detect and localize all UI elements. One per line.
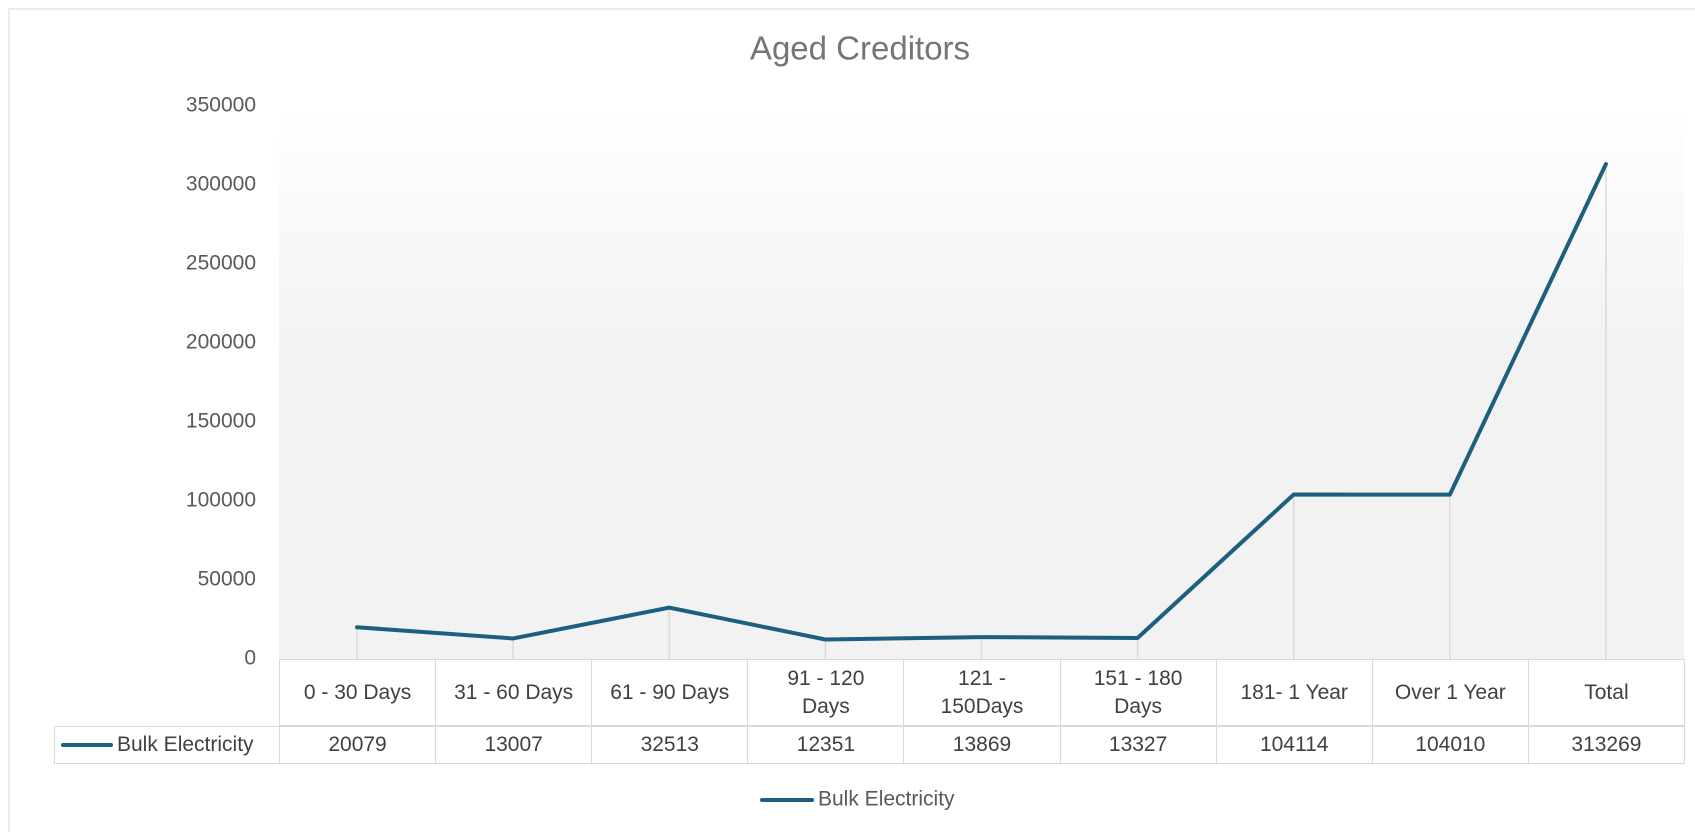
value-cell: 20079 bbox=[279, 726, 437, 764]
category-cell: 181- 1 Year bbox=[1215, 659, 1373, 726]
legend-label: Bulk Electricity bbox=[818, 788, 955, 811]
value-cell: 13007 bbox=[435, 726, 593, 764]
value-cell: 104010 bbox=[1371, 726, 1529, 764]
y-tick-label: 50000 bbox=[198, 568, 256, 591]
legend-key bbox=[61, 743, 113, 747]
y-tick-label: 350000 bbox=[186, 94, 256, 117]
plot-area bbox=[279, 106, 1684, 659]
y-tick-label: 100000 bbox=[186, 489, 256, 512]
category-cell: 91 - 120 Days bbox=[747, 659, 905, 726]
y-tick-label: 300000 bbox=[186, 173, 256, 196]
legend-key-cell: Bulk Electricity bbox=[54, 726, 280, 764]
category-cell: Over 1 Year bbox=[1371, 659, 1529, 726]
y-tick-label: 0 bbox=[244, 647, 256, 670]
value-cell: 13327 bbox=[1059, 726, 1217, 764]
y-tick-label: 200000 bbox=[186, 331, 256, 354]
value-cell: 104114 bbox=[1215, 726, 1373, 764]
chart-title: Aged Creditors bbox=[750, 30, 970, 67]
value-cell: 12351 bbox=[747, 726, 905, 764]
category-cell: 61 - 90 Days bbox=[591, 659, 749, 726]
series-line bbox=[355, 162, 1608, 642]
category-cell: 151 - 180 Days bbox=[1059, 659, 1217, 726]
value-cell: 13869 bbox=[903, 726, 1061, 764]
category-cell: Total bbox=[1527, 659, 1685, 726]
chart-border bbox=[8, 8, 1695, 832]
y-tick-label: 250000 bbox=[186, 252, 256, 275]
value-cell: 32513 bbox=[591, 726, 749, 764]
series-name: Bulk Electricity bbox=[117, 733, 254, 756]
category-cell: 121 - 150Days bbox=[903, 659, 1061, 726]
category-cell: 31 - 60 Days bbox=[435, 659, 593, 726]
category-cell: 0 - 30 Days bbox=[279, 659, 437, 726]
y-tick-label: 150000 bbox=[186, 410, 256, 433]
value-cell: 313269 bbox=[1527, 726, 1685, 764]
